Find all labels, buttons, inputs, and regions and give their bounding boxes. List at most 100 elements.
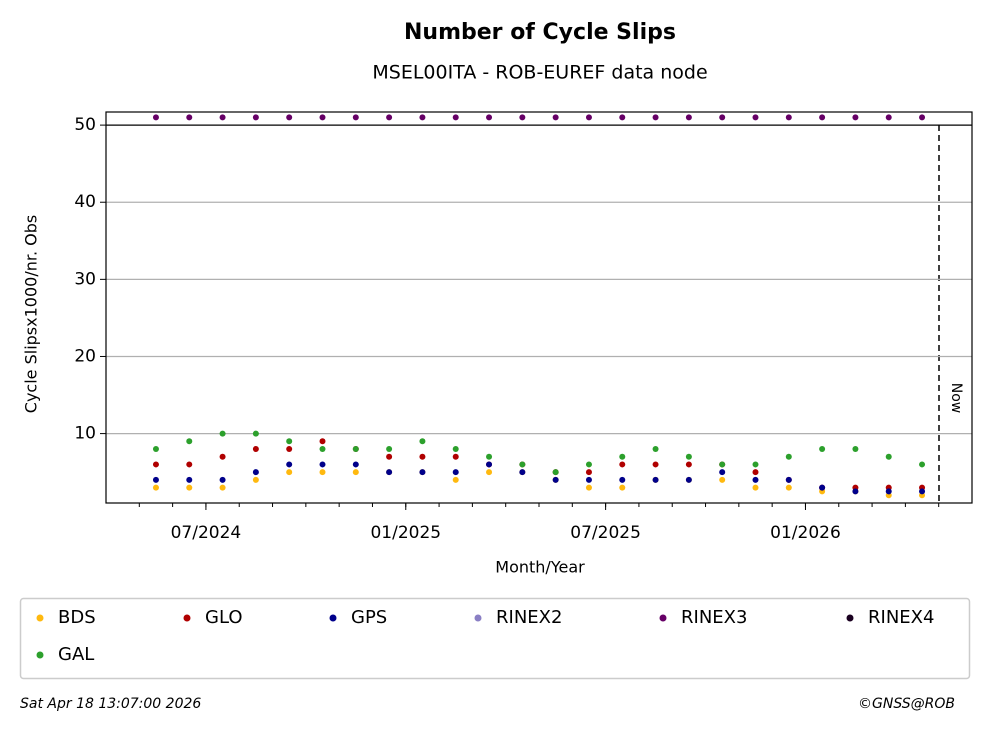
data-point	[386, 469, 393, 476]
data-point	[719, 469, 726, 476]
y-axis-label: Cycle Slipsx1000/nr. Obs	[22, 215, 41, 413]
data-point	[785, 114, 792, 121]
data-point	[419, 469, 426, 476]
x-tick-label: 01/2025	[370, 523, 441, 543]
data-point	[652, 114, 659, 121]
data-point	[719, 461, 726, 468]
data-point	[585, 469, 592, 476]
data-point	[186, 438, 193, 445]
legend-marker	[183, 614, 191, 622]
plot-frame	[105, 111, 973, 504]
data-point	[685, 453, 692, 460]
x-tick-label: 07/2024	[171, 523, 242, 543]
data-point	[852, 488, 859, 495]
data-point	[585, 484, 592, 491]
data-point	[585, 461, 592, 468]
data-point	[452, 453, 459, 460]
data-point	[885, 488, 892, 495]
data-point	[486, 469, 493, 476]
data-point	[852, 114, 859, 121]
data-point	[585, 114, 592, 121]
data-point	[652, 446, 659, 453]
data-point	[252, 476, 259, 483]
data-point	[885, 453, 892, 460]
data-point	[919, 114, 926, 121]
legend-label: RINEX3	[681, 607, 747, 628]
footer-date: Sat Apr 18 13:07:00 2026	[20, 696, 201, 712]
data-point	[219, 453, 226, 460]
data-point	[619, 476, 626, 483]
data-point	[819, 484, 826, 491]
data-point	[819, 446, 826, 453]
data-point	[752, 469, 759, 476]
data-point	[652, 461, 659, 468]
y-tick-label: 30	[74, 269, 96, 289]
data-point	[719, 476, 726, 483]
data-point	[619, 114, 626, 121]
legend-label: GLO	[205, 607, 243, 628]
data-point	[752, 484, 759, 491]
legend-label: GAL	[58, 644, 94, 665]
data-point	[585, 476, 592, 483]
data-point	[152, 476, 159, 483]
data-point	[319, 461, 326, 468]
data-point	[186, 461, 193, 468]
y-tick-label: 50	[74, 115, 96, 135]
data-point	[919, 461, 926, 468]
data-point	[619, 484, 626, 491]
data-point	[486, 461, 493, 468]
legend-marker	[659, 614, 667, 622]
data-point	[885, 114, 892, 121]
data-point	[486, 114, 493, 121]
data-point	[386, 114, 393, 121]
data-point	[752, 114, 759, 121]
data-point	[519, 114, 526, 121]
data-point	[352, 114, 359, 121]
legend-label: BDS	[58, 607, 96, 628]
legend-marker	[36, 614, 44, 622]
data-point	[785, 453, 792, 460]
data-point	[452, 446, 459, 453]
data-point	[685, 461, 692, 468]
data-point	[352, 469, 359, 476]
data-point	[785, 484, 792, 491]
y-tick-label: 10	[74, 424, 96, 444]
data-point	[519, 469, 526, 476]
data-point	[685, 114, 692, 121]
data-point	[419, 453, 426, 460]
data-point	[319, 469, 326, 476]
footer-copyright: ©GNSS@ROB	[858, 696, 955, 712]
data-point	[152, 114, 159, 121]
data-point	[219, 476, 226, 483]
data-point	[352, 446, 359, 453]
data-point	[186, 476, 193, 483]
data-point	[152, 461, 159, 468]
data-point	[519, 461, 526, 468]
data-point	[219, 484, 226, 491]
data-point	[252, 469, 259, 476]
data-point	[619, 461, 626, 468]
data-point	[286, 469, 293, 476]
data-point	[219, 114, 226, 121]
data-point	[552, 469, 559, 476]
legend-label: RINEX4	[868, 607, 934, 628]
data-point	[152, 484, 159, 491]
data-point	[919, 488, 926, 495]
legend-label: GPS	[351, 607, 387, 628]
data-point	[552, 114, 559, 121]
data-point	[685, 476, 692, 483]
y-tick-label: 40	[74, 192, 96, 212]
data-point	[452, 476, 459, 483]
x-axis-label: Month/Year	[495, 558, 585, 577]
data-point	[752, 476, 759, 483]
chart-subtitle: MSEL00ITA - ROB-EUREF data node	[372, 62, 707, 84]
data-point	[652, 476, 659, 483]
data-point	[219, 430, 226, 437]
legend-marker	[36, 651, 44, 659]
data-point	[319, 446, 326, 453]
data-point	[452, 114, 459, 121]
legend-box	[19, 597, 971, 680]
data-point	[852, 446, 859, 453]
